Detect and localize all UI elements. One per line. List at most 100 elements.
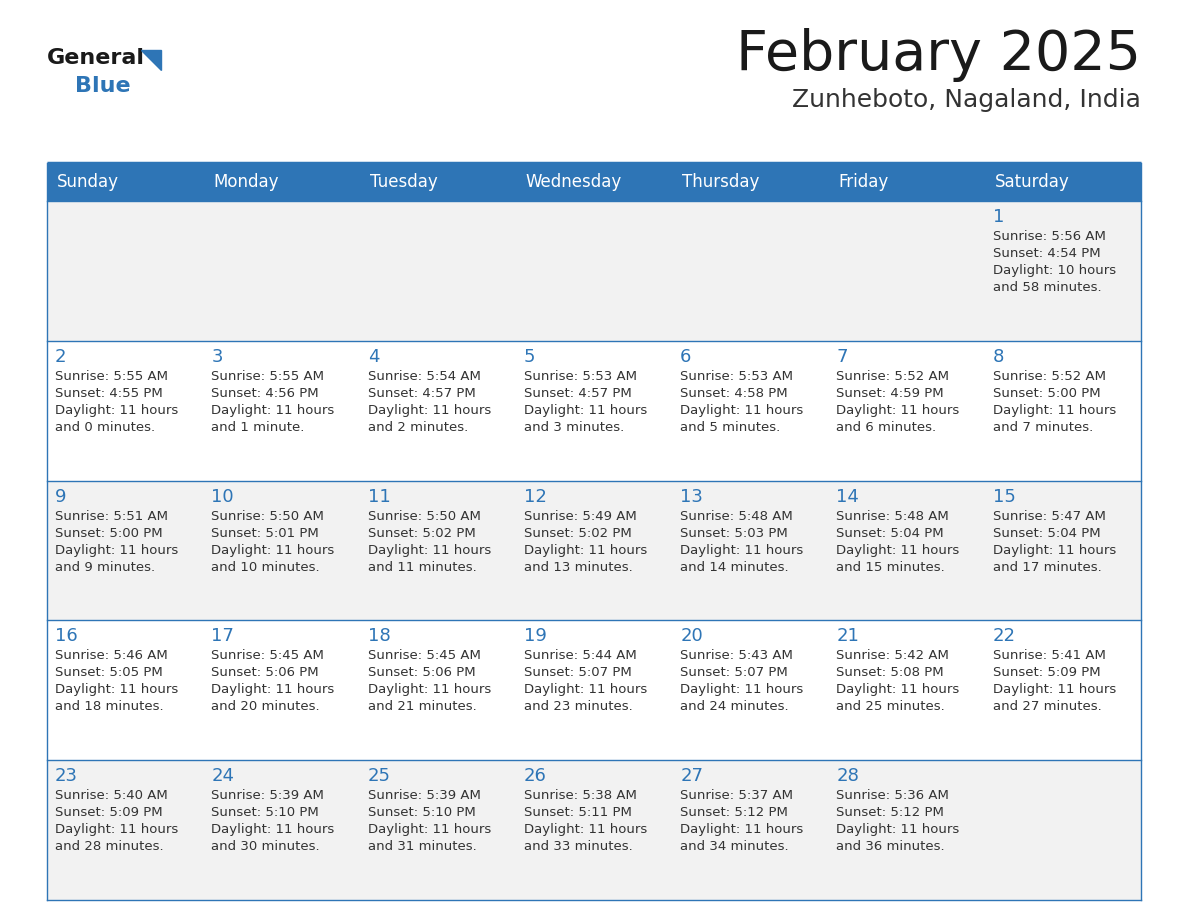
Text: and 18 minutes.: and 18 minutes. (55, 700, 164, 713)
Text: and 21 minutes.: and 21 minutes. (367, 700, 476, 713)
Text: Daylight: 11 hours: Daylight: 11 hours (836, 543, 960, 556)
Text: Daylight: 11 hours: Daylight: 11 hours (524, 404, 647, 417)
Text: Sunset: 4:54 PM: Sunset: 4:54 PM (993, 247, 1100, 260)
Text: and 36 minutes.: and 36 minutes. (836, 840, 944, 853)
Text: Sunrise: 5:51 AM: Sunrise: 5:51 AM (55, 509, 168, 522)
Text: 27: 27 (681, 767, 703, 785)
Text: Sunrise: 5:54 AM: Sunrise: 5:54 AM (367, 370, 480, 383)
Text: Sunrise: 5:47 AM: Sunrise: 5:47 AM (993, 509, 1106, 522)
Text: 5: 5 (524, 348, 536, 365)
Polygon shape (141, 50, 162, 70)
Text: Sunset: 5:00 PM: Sunset: 5:00 PM (993, 386, 1100, 400)
Text: and 23 minutes.: and 23 minutes. (524, 700, 632, 713)
Text: 25: 25 (367, 767, 391, 785)
Text: 23: 23 (55, 767, 78, 785)
Text: Sunset: 5:09 PM: Sunset: 5:09 PM (993, 666, 1100, 679)
Text: Sunset: 5:06 PM: Sunset: 5:06 PM (211, 666, 318, 679)
Text: Blue: Blue (75, 76, 131, 96)
Text: Daylight: 11 hours: Daylight: 11 hours (367, 543, 491, 556)
Text: Daylight: 11 hours: Daylight: 11 hours (524, 683, 647, 697)
Bar (48, 760, 1140, 900)
Bar (48, 621, 1140, 760)
Text: Sunset: 5:03 PM: Sunset: 5:03 PM (681, 527, 788, 540)
Text: Sunrise: 5:39 AM: Sunrise: 5:39 AM (367, 789, 480, 802)
Text: 4: 4 (367, 348, 379, 365)
Text: 7: 7 (836, 348, 848, 365)
Text: Daylight: 11 hours: Daylight: 11 hours (836, 823, 960, 836)
Text: Sunset: 4:58 PM: Sunset: 4:58 PM (681, 386, 788, 400)
Text: Sunset: 5:12 PM: Sunset: 5:12 PM (836, 806, 944, 819)
Text: Sunset: 5:05 PM: Sunset: 5:05 PM (55, 666, 163, 679)
Text: 8: 8 (993, 348, 1004, 365)
Text: and 25 minutes.: and 25 minutes. (836, 700, 946, 713)
Text: Sunrise: 5:50 AM: Sunrise: 5:50 AM (211, 509, 324, 522)
Bar (48, 341, 1140, 481)
Text: Sunrise: 5:45 AM: Sunrise: 5:45 AM (211, 649, 324, 663)
Text: Daylight: 11 hours: Daylight: 11 hours (681, 543, 803, 556)
Text: 14: 14 (836, 487, 859, 506)
Text: 1: 1 (993, 208, 1004, 226)
Text: Sunset: 5:01 PM: Sunset: 5:01 PM (211, 527, 320, 540)
Text: Daylight: 11 hours: Daylight: 11 hours (367, 683, 491, 697)
Text: Daylight: 11 hours: Daylight: 11 hours (681, 683, 803, 697)
Bar (48, 163, 1140, 201)
Text: Sunrise: 5:36 AM: Sunrise: 5:36 AM (836, 789, 949, 802)
Text: Daylight: 11 hours: Daylight: 11 hours (993, 404, 1116, 417)
Text: and 14 minutes.: and 14 minutes. (681, 561, 789, 574)
Text: Daylight: 11 hours: Daylight: 11 hours (836, 404, 960, 417)
Text: and 15 minutes.: and 15 minutes. (836, 561, 946, 574)
Text: Sunset: 5:07 PM: Sunset: 5:07 PM (681, 666, 788, 679)
Text: 22: 22 (993, 627, 1016, 645)
Text: Zunheboto, Nagaland, India: Zunheboto, Nagaland, India (792, 88, 1140, 112)
Text: 18: 18 (367, 627, 391, 645)
Text: Sunrise: 5:40 AM: Sunrise: 5:40 AM (55, 789, 168, 802)
Text: and 9 minutes.: and 9 minutes. (55, 561, 156, 574)
Text: Sunset: 5:04 PM: Sunset: 5:04 PM (836, 527, 944, 540)
Text: Sunrise: 5:49 AM: Sunrise: 5:49 AM (524, 509, 637, 522)
Text: Daylight: 11 hours: Daylight: 11 hours (367, 823, 491, 836)
Text: Sunrise: 5:37 AM: Sunrise: 5:37 AM (681, 789, 794, 802)
Text: Sunset: 5:02 PM: Sunset: 5:02 PM (524, 527, 632, 540)
Text: 13: 13 (681, 487, 703, 506)
Text: 3: 3 (211, 348, 223, 365)
Text: Monday: Monday (214, 173, 279, 191)
Text: Sunset: 4:57 PM: Sunset: 4:57 PM (367, 386, 475, 400)
Text: Sunrise: 5:50 AM: Sunrise: 5:50 AM (367, 509, 480, 522)
Text: 10: 10 (211, 487, 234, 506)
Bar (48, 481, 1140, 621)
Text: Sunrise: 5:43 AM: Sunrise: 5:43 AM (681, 649, 794, 663)
Text: Sunrise: 5:44 AM: Sunrise: 5:44 AM (524, 649, 637, 663)
Text: Daylight: 11 hours: Daylight: 11 hours (55, 404, 178, 417)
Text: 16: 16 (55, 627, 77, 645)
Text: Sunset: 5:10 PM: Sunset: 5:10 PM (211, 806, 320, 819)
Text: and 3 minutes.: and 3 minutes. (524, 420, 624, 434)
Text: Friday: Friday (839, 173, 889, 191)
Text: and 33 minutes.: and 33 minutes. (524, 840, 632, 853)
Text: 9: 9 (55, 487, 67, 506)
Text: Sunday: Sunday (57, 173, 119, 191)
Text: and 13 minutes.: and 13 minutes. (524, 561, 632, 574)
Text: 24: 24 (211, 767, 234, 785)
Text: and 34 minutes.: and 34 minutes. (681, 840, 789, 853)
Text: and 6 minutes.: and 6 minutes. (836, 420, 936, 434)
Text: Sunset: 5:10 PM: Sunset: 5:10 PM (367, 806, 475, 819)
Text: Sunrise: 5:55 AM: Sunrise: 5:55 AM (211, 370, 324, 383)
Text: Daylight: 11 hours: Daylight: 11 hours (993, 543, 1116, 556)
Text: 21: 21 (836, 627, 859, 645)
Text: Daylight: 11 hours: Daylight: 11 hours (524, 823, 647, 836)
Text: Sunset: 5:00 PM: Sunset: 5:00 PM (55, 527, 163, 540)
Text: Sunset: 5:06 PM: Sunset: 5:06 PM (367, 666, 475, 679)
Text: Sunrise: 5:52 AM: Sunrise: 5:52 AM (836, 370, 949, 383)
Text: Daylight: 11 hours: Daylight: 11 hours (211, 404, 335, 417)
Text: and 31 minutes.: and 31 minutes. (367, 840, 476, 853)
Text: General: General (48, 48, 145, 68)
Bar (48, 201, 1140, 341)
Text: Sunrise: 5:48 AM: Sunrise: 5:48 AM (681, 509, 792, 522)
Text: 20: 20 (681, 627, 703, 645)
Text: Daylight: 11 hours: Daylight: 11 hours (681, 404, 803, 417)
Text: Sunrise: 5:53 AM: Sunrise: 5:53 AM (524, 370, 637, 383)
Text: Sunrise: 5:39 AM: Sunrise: 5:39 AM (211, 789, 324, 802)
Text: and 0 minutes.: and 0 minutes. (55, 420, 156, 434)
Text: and 1 minute.: and 1 minute. (211, 420, 304, 434)
Text: Daylight: 11 hours: Daylight: 11 hours (836, 683, 960, 697)
